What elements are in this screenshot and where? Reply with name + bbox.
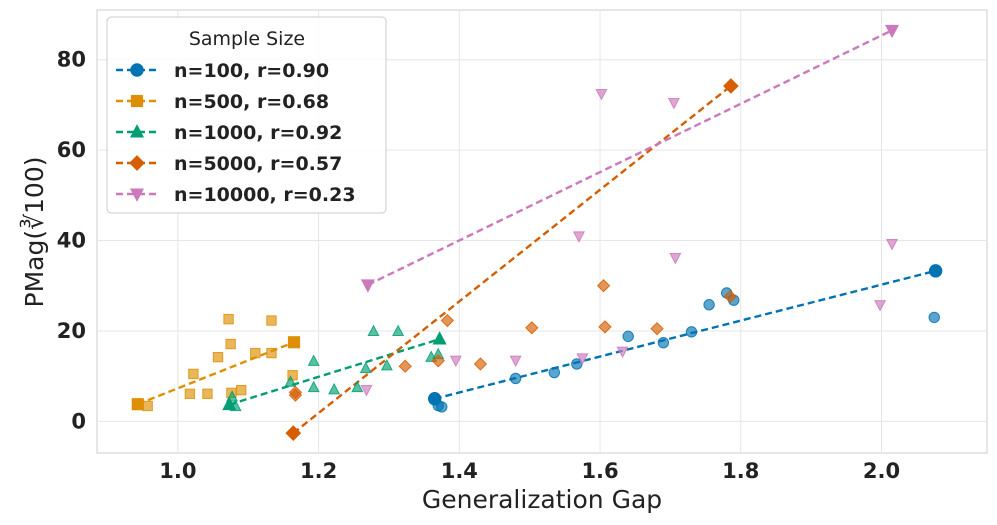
legend-items: n=100, r=0.90 n=500, r=0.68 n=1000, r=0.92… (116, 60, 356, 206)
data-point (284, 375, 297, 387)
data-point (703, 299, 715, 311)
y-axis-ticks: 0 20 40 60 80 (57, 48, 86, 434)
data-point (188, 368, 199, 380)
data-point (431, 354, 445, 368)
data-point (184, 388, 196, 399)
legend-box (106, 16, 387, 214)
legend-label: n=10000, r=0.23 (174, 184, 356, 206)
data-point (266, 315, 277, 326)
data-point (360, 385, 373, 397)
y-tick-label: 80 (57, 48, 86, 72)
legend-marker (130, 63, 144, 77)
legend-marker (130, 94, 144, 108)
legend-marker (129, 155, 145, 171)
data-point (650, 322, 664, 336)
data-point (622, 330, 634, 343)
legend-label: n=5000, r=0.57 (174, 153, 342, 175)
data-point (928, 264, 943, 278)
y-axis-label: PMag(∛100) (19, 157, 49, 308)
data-point (440, 313, 455, 328)
data-point (226, 390, 239, 402)
data-point (928, 311, 940, 324)
legend-marker (129, 188, 145, 202)
x-tick-label: 1.0 (159, 459, 196, 483)
data-point (432, 331, 447, 345)
data-point (723, 78, 739, 94)
data-point (874, 300, 887, 312)
data-point (449, 355, 462, 368)
data-point (142, 400, 153, 412)
data-point (223, 314, 234, 325)
fit-line (367, 29, 893, 286)
data-point (436, 401, 448, 413)
data-point (669, 253, 682, 265)
x-tick-label: 1.2 (300, 459, 337, 483)
x-axis-label: Generalization Gap (422, 485, 662, 514)
legend-marker (129, 124, 145, 138)
scatter-points (131, 24, 943, 441)
fit-line (228, 337, 440, 406)
y-tick-label: 60 (57, 138, 86, 162)
data-point (202, 388, 213, 399)
data-point (723, 289, 737, 304)
x-tick-label: 1.8 (722, 459, 759, 483)
data-point (225, 338, 236, 350)
data-point (595, 88, 608, 101)
data-point (266, 347, 277, 359)
data-point (572, 231, 585, 243)
legend-label: n=1000, r=0.92 (174, 122, 342, 144)
data-point (287, 336, 301, 349)
data-point (473, 357, 488, 371)
data-point (367, 324, 380, 337)
data-point (596, 279, 611, 293)
fit-line (137, 341, 295, 406)
data-point (398, 359, 412, 373)
data-point (328, 382, 341, 395)
data-point (667, 98, 680, 110)
legend-label: n=100, r=0.90 (174, 60, 329, 82)
x-tick-label: 1.4 (441, 459, 478, 483)
data-point (685, 326, 698, 338)
data-point (285, 425, 302, 441)
data-point (351, 380, 364, 393)
data-point (392, 324, 405, 337)
data-point (657, 337, 670, 349)
y-tick-label: 20 (57, 319, 86, 343)
y-tick-label: 0 (71, 409, 86, 433)
data-point (131, 398, 144, 411)
data-point (884, 24, 900, 39)
data-point (359, 361, 372, 374)
data-point (288, 385, 303, 400)
data-point (598, 320, 612, 334)
x-tick-label: 2.0 (863, 459, 900, 483)
x-axis-ticks: 1.0 1.2 1.4 1.6 1.8 2.0 (159, 459, 900, 483)
data-point (307, 354, 320, 366)
legend-title: Sample Size (189, 28, 305, 50)
fit-lines (137, 29, 936, 435)
data-point (380, 358, 393, 371)
data-point (525, 321, 539, 335)
data-point (616, 346, 629, 359)
data-point (212, 351, 224, 363)
data-point (885, 239, 899, 251)
data-point (360, 279, 375, 293)
data-point (307, 380, 320, 393)
data-point (229, 399, 242, 412)
data-point (250, 347, 261, 359)
x-tick-label: 1.6 (581, 459, 618, 483)
data-point (548, 366, 561, 379)
data-point (576, 353, 589, 365)
legend-label: n=500, r=0.68 (174, 91, 329, 113)
y-tick-label: 40 (57, 229, 86, 253)
fit-line (434, 269, 936, 400)
data-point (509, 355, 522, 368)
legend: Sample Size n=100, r=0.90n=500, r=0.68n=… (106, 16, 387, 214)
data-point (509, 372, 522, 385)
data-point (236, 384, 247, 396)
